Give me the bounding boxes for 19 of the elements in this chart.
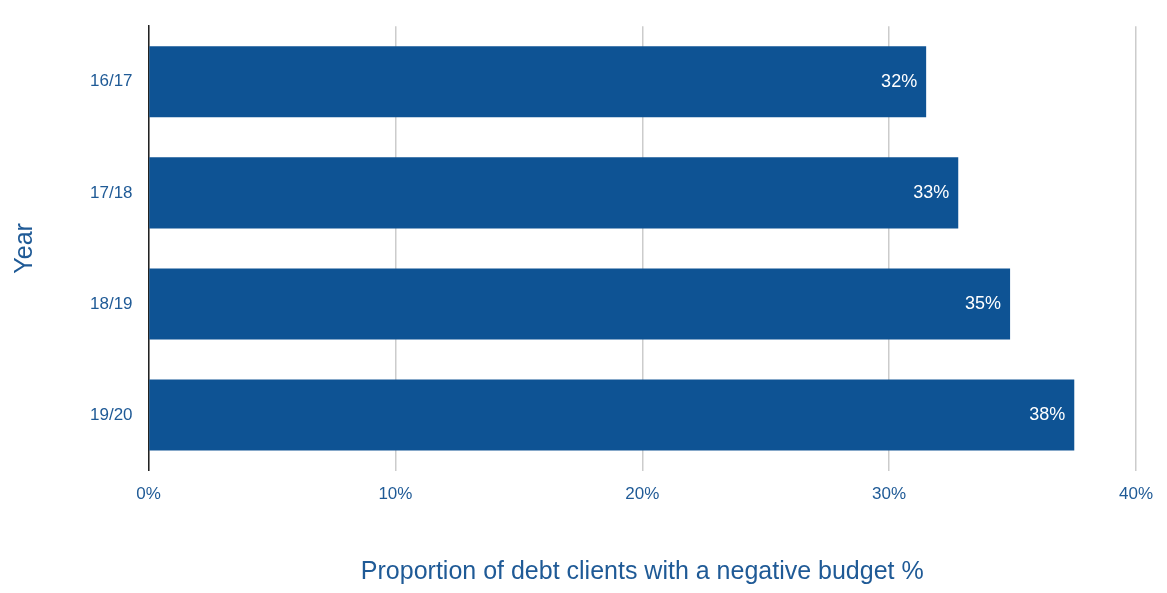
y-tick-label: 16/17 [89, 71, 133, 91]
y-tick-label: 19/20 [89, 404, 133, 424]
x-tick-label: 10% [378, 484, 413, 504]
bar [149, 157, 959, 229]
bar [149, 268, 1011, 340]
data-label: 38% [1029, 404, 1066, 425]
y-tick-label: 17/18 [89, 182, 133, 202]
x-tick-label: 0% [136, 484, 161, 504]
y-tick-label: 18/19 [89, 293, 133, 313]
data-label: 32% [881, 70, 918, 91]
x-tick-label: 20% [625, 484, 660, 504]
x-tick-label: 30% [872, 484, 907, 504]
data-label: 35% [965, 292, 1002, 313]
data-label: 33% [913, 181, 950, 202]
x-axis-title: Proportion of debt clients with a negative budget % [360, 555, 924, 584]
y-axis-title: Year [8, 223, 37, 274]
bar [149, 379, 1075, 451]
bar [149, 46, 927, 118]
x-tick-label: 40% [1118, 484, 1153, 504]
